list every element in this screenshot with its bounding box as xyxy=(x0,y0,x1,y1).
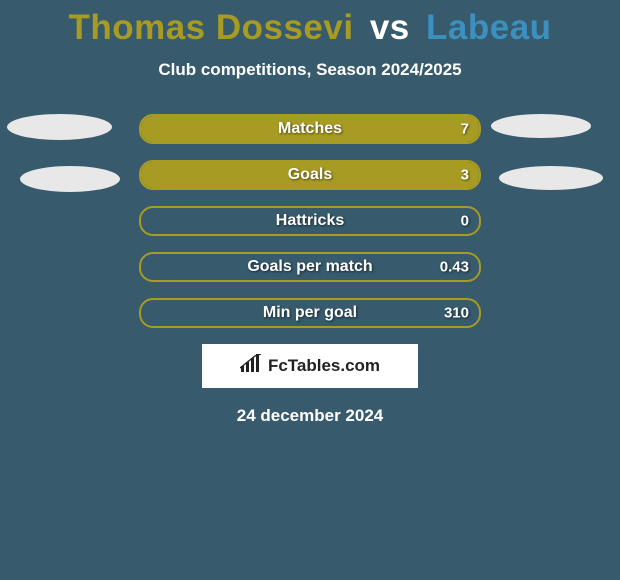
stat-row: Hattricks 0 xyxy=(139,206,481,236)
stat-row: Min per goal 310 xyxy=(139,298,481,328)
decorative-disc xyxy=(491,114,591,138)
player2-name: Labeau xyxy=(426,8,552,47)
source-logo-text: FcTables.com xyxy=(268,356,380,376)
stat-row-label: Matches xyxy=(278,120,342,138)
player1-name: Thomas Dossevi xyxy=(68,8,353,47)
stat-row-value: 0.43 xyxy=(440,259,469,276)
title-vs: vs xyxy=(370,8,410,47)
stat-row-label: Goals xyxy=(288,166,332,184)
decorative-disc xyxy=(20,166,120,192)
stat-row-value: 3 xyxy=(461,167,469,184)
comparison-subtitle: Club competitions, Season 2024/2025 xyxy=(0,60,620,80)
stat-row: Matches 7 xyxy=(139,114,481,144)
source-logo: FcTables.com xyxy=(202,344,418,388)
snapshot-date: 24 december 2024 xyxy=(0,406,620,426)
stat-row-label: Goals per match xyxy=(247,258,372,276)
stat-row-value: 0 xyxy=(461,213,469,230)
bar-chart-icon xyxy=(240,354,262,379)
stat-row-label: Hattricks xyxy=(276,212,344,230)
stat-row: Goals 3 xyxy=(139,160,481,190)
stat-row-label: Min per goal xyxy=(263,304,357,322)
decorative-disc xyxy=(499,166,603,190)
stat-row-value: 310 xyxy=(444,305,469,322)
decorative-disc xyxy=(7,114,112,140)
comparison-chart: Matches 7 Goals 3 Hattricks 0 Goals per match 0… xyxy=(0,114,620,328)
stat-row: Goals per match 0.43 xyxy=(139,252,481,282)
comparison-title: Thomas Dossevi vs Labeau xyxy=(0,0,620,48)
stat-row-value: 7 xyxy=(461,121,469,138)
